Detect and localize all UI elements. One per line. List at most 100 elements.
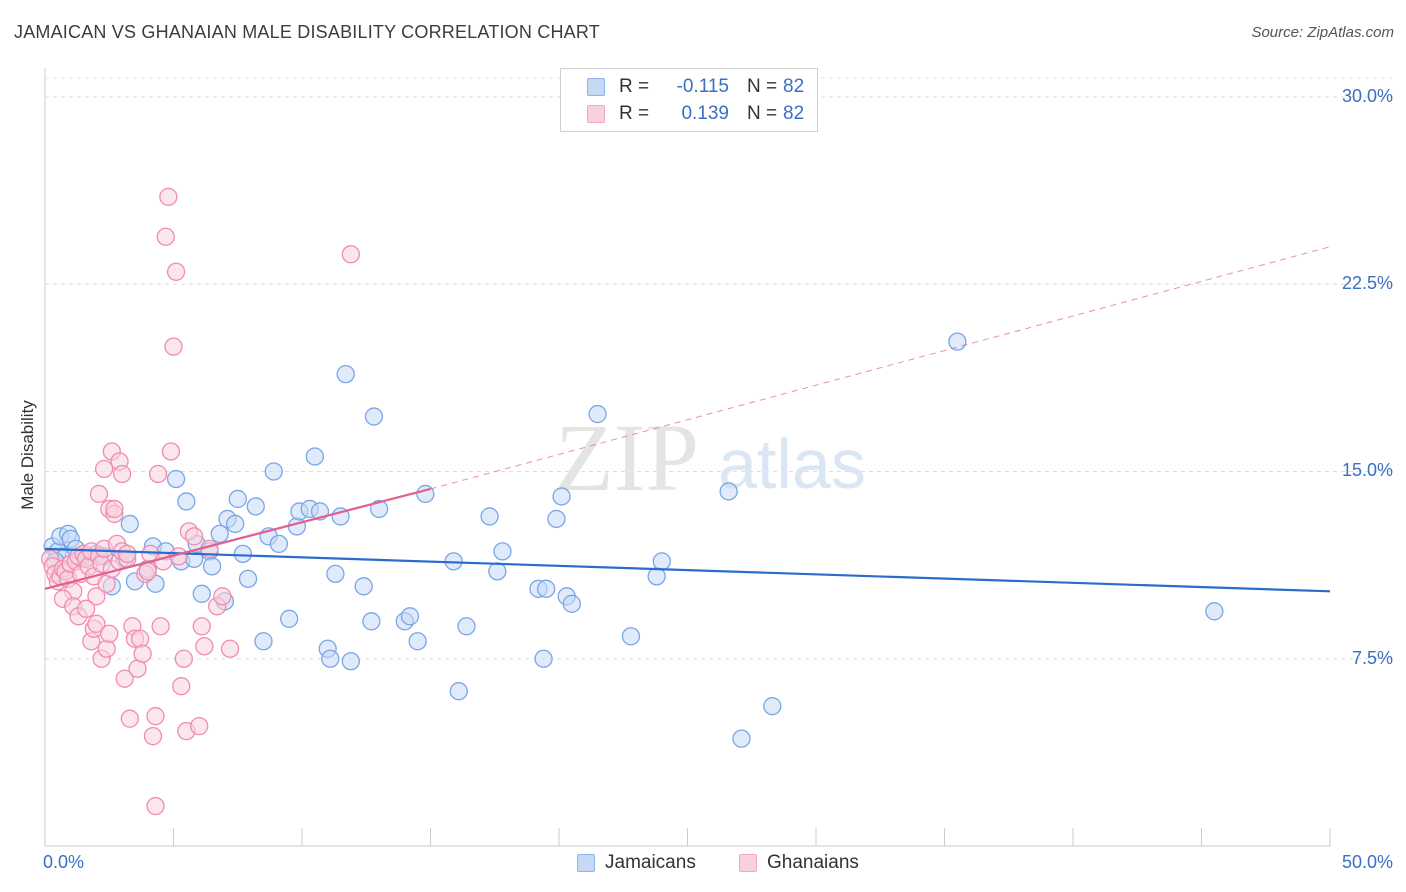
ghanaians-swatch bbox=[739, 854, 757, 872]
data-point bbox=[457, 617, 476, 636]
data-point bbox=[279, 609, 299, 628]
data-point bbox=[146, 707, 165, 726]
data-point bbox=[547, 509, 566, 529]
data-point bbox=[100, 624, 119, 643]
x-tick-label: 50.0% bbox=[1341, 852, 1393, 872]
data-point bbox=[177, 492, 196, 511]
data-point bbox=[138, 562, 157, 581]
data-point bbox=[588, 404, 607, 424]
data-point bbox=[159, 187, 178, 206]
data-point bbox=[151, 617, 170, 636]
data-point bbox=[192, 584, 211, 603]
data-point bbox=[763, 697, 782, 716]
data-point bbox=[341, 652, 360, 671]
data-point bbox=[1205, 602, 1224, 621]
data-point bbox=[562, 594, 581, 613]
data-point bbox=[166, 469, 186, 489]
x-tick-label: 0.0% bbox=[43, 852, 85, 872]
y-tick-label: 22.5% bbox=[1341, 273, 1393, 294]
watermark: ZIP atlas bbox=[555, 404, 866, 511]
data-point bbox=[321, 649, 340, 668]
data-point bbox=[105, 499, 124, 519]
trend-line-ghanaians bbox=[44, 487, 431, 590]
y-tick-label: 15.0% bbox=[1341, 460, 1393, 481]
data-point bbox=[156, 227, 175, 246]
legend-row-jamaicans: R = -0.115 N = 82 bbox=[587, 75, 804, 99]
data-point bbox=[120, 514, 139, 534]
data-point bbox=[148, 464, 168, 484]
data-point bbox=[408, 632, 427, 651]
data-point bbox=[210, 524, 229, 544]
data-point bbox=[552, 487, 571, 506]
data-point bbox=[238, 569, 258, 588]
trend-lines bbox=[44, 246, 1331, 593]
data-point bbox=[287, 517, 307, 536]
data-point bbox=[621, 627, 641, 646]
data-point bbox=[87, 587, 106, 606]
data-point bbox=[948, 332, 967, 351]
data-point bbox=[190, 717, 209, 736]
data-point bbox=[143, 726, 163, 746]
data-point bbox=[226, 514, 245, 534]
data-point bbox=[202, 557, 222, 576]
data-point bbox=[184, 527, 204, 546]
data-point bbox=[172, 677, 191, 696]
data-point bbox=[192, 617, 211, 636]
r-value: -0.115 bbox=[676, 76, 729, 97]
axes bbox=[44, 68, 1331, 847]
legend-item-ghanaians: Ghanaians bbox=[739, 852, 859, 874]
n-label: N = bbox=[747, 76, 778, 97]
series-jamaicans bbox=[43, 332, 1224, 748]
data-point bbox=[195, 637, 214, 656]
data-point bbox=[354, 577, 373, 596]
data-point bbox=[94, 459, 114, 479]
jamaicans-swatch bbox=[577, 854, 595, 872]
data-point bbox=[87, 614, 106, 633]
data-point bbox=[449, 682, 468, 701]
n-label: N = bbox=[747, 103, 778, 124]
data-point bbox=[76, 599, 96, 618]
correlation-legend: R = -0.115 N = 82 R = 0.139 N = 82 bbox=[560, 68, 818, 132]
n-value: 82 bbox=[783, 103, 805, 124]
jamaicans-swatch bbox=[587, 78, 605, 96]
data-point bbox=[133, 644, 152, 663]
data-point bbox=[254, 632, 273, 651]
data-point bbox=[400, 607, 420, 626]
data-point bbox=[534, 649, 553, 668]
data-points bbox=[40, 187, 1224, 816]
data-point bbox=[326, 564, 345, 584]
data-point bbox=[146, 796, 165, 816]
data-point bbox=[652, 552, 671, 571]
trend-line-jamaicans bbox=[44, 547, 1331, 593]
data-point bbox=[305, 447, 325, 466]
watermark-zip: ZIP bbox=[555, 404, 699, 511]
data-point bbox=[115, 669, 134, 688]
chart-title: JAMAICAN VS GHANAIAN MALE DISABILITY COR… bbox=[14, 22, 600, 42]
data-point bbox=[228, 489, 247, 509]
data-point bbox=[233, 544, 253, 564]
data-point bbox=[719, 482, 738, 501]
data-point bbox=[161, 442, 181, 461]
legend-label: Jamaicans bbox=[605, 852, 696, 873]
n-value: 82 bbox=[783, 76, 805, 97]
data-point bbox=[154, 552, 173, 571]
data-point bbox=[732, 729, 751, 748]
source-note: Source: ZipAtlas.com bbox=[1251, 24, 1394, 41]
data-point bbox=[493, 542, 512, 561]
watermark-atlas: atlas bbox=[718, 425, 866, 503]
legend-item-jamaicans: Jamaicans bbox=[577, 852, 696, 874]
data-point bbox=[537, 579, 556, 598]
data-point bbox=[97, 639, 116, 658]
data-point bbox=[220, 639, 240, 658]
data-point bbox=[269, 534, 289, 554]
data-point bbox=[336, 364, 355, 384]
data-point bbox=[246, 497, 265, 516]
y-tick-label: 30.0% bbox=[1341, 85, 1393, 106]
data-point bbox=[362, 612, 381, 631]
r-label: R = bbox=[619, 103, 650, 124]
legend-label: Ghanaians bbox=[767, 852, 859, 873]
data-point bbox=[174, 649, 193, 668]
series-ghanaians bbox=[40, 187, 360, 816]
data-point bbox=[213, 587, 232, 606]
